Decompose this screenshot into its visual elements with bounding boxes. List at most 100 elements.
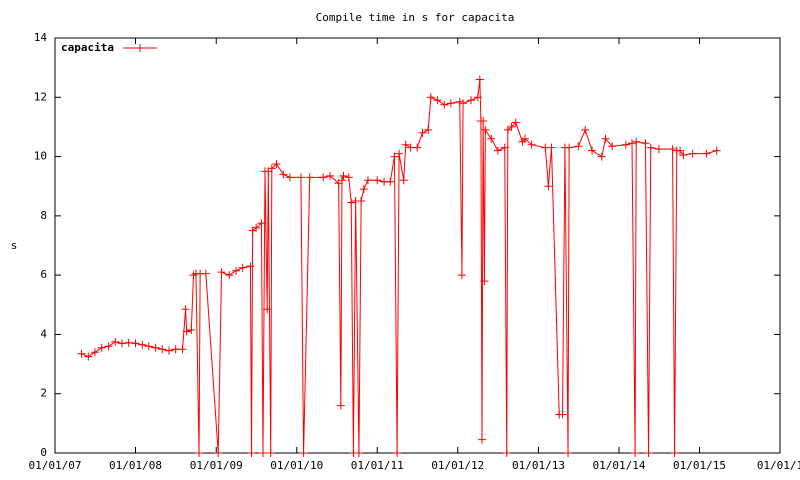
point-marker xyxy=(574,142,583,151)
point-marker xyxy=(252,223,261,232)
point-marker xyxy=(354,449,363,457)
point-marker xyxy=(668,145,677,154)
point-marker xyxy=(473,93,482,102)
point-marker xyxy=(564,449,573,457)
point-marker xyxy=(426,93,435,102)
point-marker xyxy=(631,449,640,457)
x-tick-label: 01/01/11 xyxy=(351,459,404,472)
legend-marker xyxy=(136,44,144,52)
point-marker xyxy=(171,345,180,354)
point-marker xyxy=(178,345,187,354)
x-tick-label: 01/01/09 xyxy=(190,459,243,472)
x-tick-label: 01/01/1 xyxy=(757,459,800,472)
point-marker xyxy=(266,449,275,457)
point-marker xyxy=(151,343,160,352)
point-marker xyxy=(263,305,272,314)
point-marker xyxy=(487,134,496,143)
point-marker xyxy=(285,173,294,182)
y-tick-label: 12 xyxy=(34,90,47,103)
point-marker xyxy=(124,338,133,347)
point-marker xyxy=(182,327,191,336)
point-marker xyxy=(646,143,655,152)
point-marker xyxy=(511,118,520,127)
legend-label: capacita xyxy=(61,41,114,54)
point-marker xyxy=(478,435,487,444)
y-tick-label: 2 xyxy=(40,387,47,400)
point-marker xyxy=(670,449,679,457)
point-marker xyxy=(502,449,511,457)
point-marker xyxy=(279,170,288,179)
point-marker xyxy=(446,99,455,108)
point-marker xyxy=(336,401,345,410)
point-marker xyxy=(641,139,650,148)
point-marker xyxy=(712,146,721,155)
point-marker xyxy=(258,449,267,457)
point-marker xyxy=(90,348,99,357)
point-marker xyxy=(418,128,427,137)
point-marker xyxy=(676,146,685,155)
x-tick-label: 01/01/07 xyxy=(29,459,82,472)
point-marker xyxy=(267,164,276,173)
point-marker xyxy=(581,125,590,134)
point-marker xyxy=(84,352,93,361)
point-marker xyxy=(165,346,174,355)
x-tick-label: 01/01/08 xyxy=(109,459,162,472)
point-marker xyxy=(337,176,346,185)
point-marker xyxy=(158,345,167,354)
point-marker xyxy=(500,143,509,152)
point-marker xyxy=(628,139,636,148)
x-tick-label: 01/01/10 xyxy=(270,459,323,472)
point-marker xyxy=(144,342,153,351)
y-tick-label: 8 xyxy=(40,209,47,222)
point-marker xyxy=(386,177,395,186)
point-marker xyxy=(644,449,653,457)
point-marker xyxy=(401,140,410,149)
point-marker xyxy=(111,337,120,346)
point-marker xyxy=(319,173,328,182)
point-marker xyxy=(424,125,433,134)
point-marker xyxy=(272,159,281,168)
point-marker xyxy=(339,171,348,180)
point-marker xyxy=(187,325,196,334)
point-marker xyxy=(654,145,663,154)
point-marker xyxy=(565,143,574,152)
point-marker xyxy=(632,137,641,146)
point-marker xyxy=(232,266,241,275)
point-marker xyxy=(393,449,402,457)
y-tick-label: 10 xyxy=(34,150,47,163)
y-tick-label: 4 xyxy=(40,327,47,340)
point-marker xyxy=(413,143,422,152)
x-tick-label: 01/01/15 xyxy=(673,459,726,472)
point-marker xyxy=(238,263,247,272)
point-marker xyxy=(214,449,223,457)
point-marker xyxy=(326,171,335,180)
point-marker xyxy=(399,176,408,185)
point-marker xyxy=(527,140,536,149)
point-marker xyxy=(588,146,597,155)
point-marker xyxy=(395,149,404,158)
point-marker xyxy=(363,176,372,185)
y-tick-label: 14 xyxy=(34,31,48,44)
point-marker xyxy=(608,142,617,151)
point-marker xyxy=(225,271,234,280)
point-marker xyxy=(455,97,464,106)
point-marker xyxy=(547,143,556,152)
point-marker xyxy=(305,173,314,182)
point-marker xyxy=(359,185,368,194)
point-marker xyxy=(493,146,502,155)
point-marker xyxy=(247,449,256,457)
point-marker xyxy=(688,149,697,158)
x-tick-label: 01/01/14 xyxy=(592,459,645,472)
point-marker xyxy=(702,149,711,158)
point-marker xyxy=(507,122,516,131)
x-tick-label: 01/01/13 xyxy=(512,459,565,472)
y-tick-label: 6 xyxy=(40,268,47,281)
point-marker xyxy=(679,151,688,160)
y-axis-label: s xyxy=(11,239,18,252)
point-marker xyxy=(601,134,610,143)
point-marker xyxy=(479,117,488,125)
x-tick-label: 01/01/12 xyxy=(431,459,484,472)
point-marker xyxy=(466,96,475,105)
point-marker xyxy=(246,262,255,271)
